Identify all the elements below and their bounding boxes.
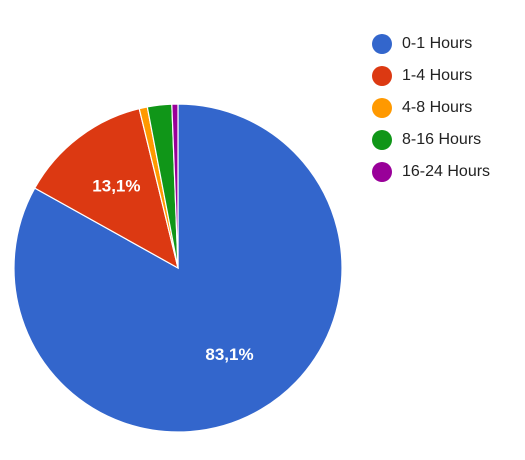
- legend-label: 1-4 Hours: [402, 67, 473, 84]
- legend-item-4[interactable]: 8-16 Hours: [372, 124, 490, 156]
- legend-swatch-icon: [372, 34, 392, 54]
- legend-swatch-icon: [372, 130, 392, 150]
- legend: 0-1 Hours 1-4 Hours 4-8 Hours 8-16 Hours 16-…: [372, 28, 490, 188]
- legend-item-1[interactable]: 0-1 Hours: [372, 28, 490, 60]
- pie-slice-2[interactable]: [33, 107, 179, 270]
- legend-swatch-icon: [372, 98, 392, 118]
- pie-slices: [13, 103, 343, 433]
- slice-label-2: 13,1%: [92, 177, 140, 196]
- legend-label: 4-8 Hours: [402, 99, 473, 116]
- legend-item-3[interactable]: 4-8 Hours: [372, 92, 490, 124]
- slice-label-1: 83,1%: [205, 345, 253, 364]
- pie-slice-5[interactable]: [171, 103, 179, 269]
- pie-plot-area: 83,1% 13,1%: [13, 103, 343, 433]
- legend-label: 16-24 Hours: [402, 163, 491, 180]
- legend-swatch-icon: [372, 162, 392, 182]
- legend-item-2[interactable]: 1-4 Hours: [372, 60, 490, 92]
- legend-label: 8-16 Hours: [402, 131, 482, 148]
- legend-item-5[interactable]: 16-24 Hours: [372, 156, 490, 188]
- legend-label: 0-1 Hours: [402, 35, 473, 52]
- pie-data-labels: 83,1% 13,1%: [92, 177, 253, 365]
- legend-swatch-icon: [372, 66, 392, 86]
